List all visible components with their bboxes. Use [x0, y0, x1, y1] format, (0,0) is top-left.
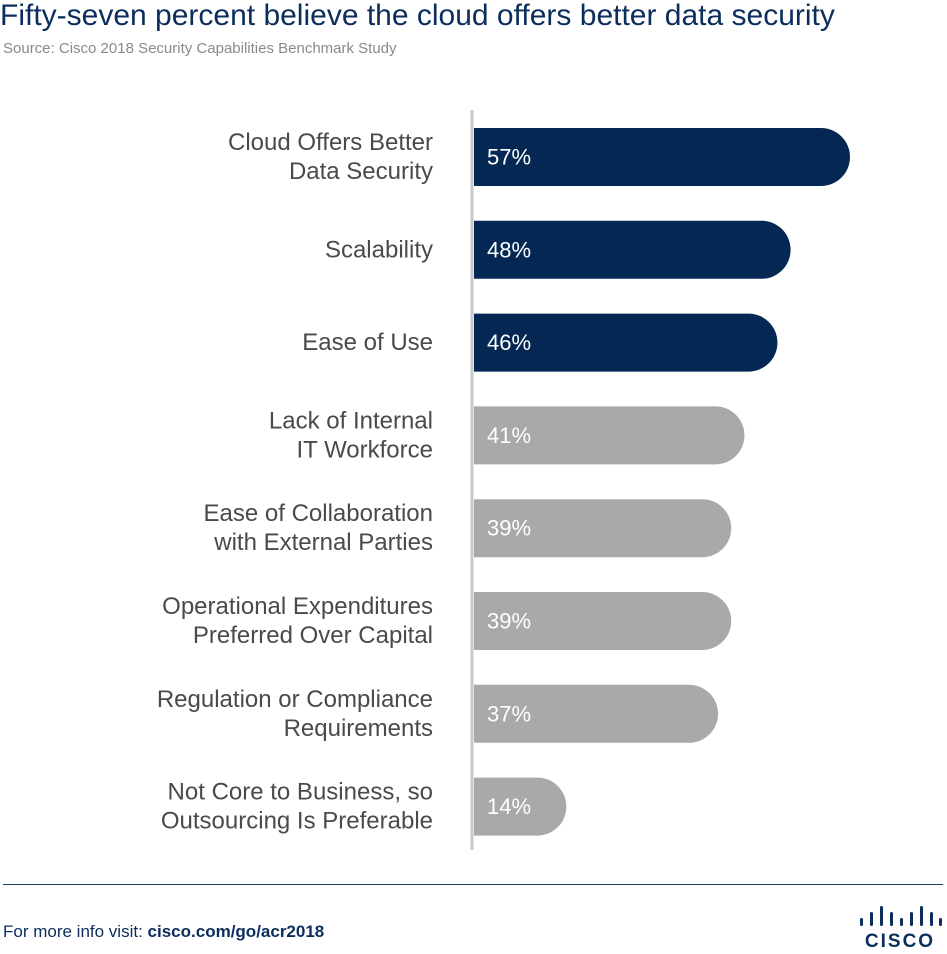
value-label-7: 14%: [487, 794, 531, 819]
category-label-1-line-0: Scalability: [325, 236, 433, 263]
category-label-6-line-0: Regulation or Compliance: [157, 686, 433, 713]
footer-link[interactable]: cisco.com/go/acr2018: [147, 922, 325, 941]
cisco-wordmark: CISCO: [864, 931, 936, 952]
category-label-0-line-0: Cloud Offers Better: [228, 129, 433, 156]
bar-2: [474, 313, 778, 372]
value-label-3: 41%: [487, 423, 531, 448]
category-label-0-line-1: Data Security: [289, 158, 433, 185]
bar-5: [474, 592, 732, 650]
value-label-0: 57%: [487, 145, 531, 170]
category-label-7-line-0: Not Core to Business, so: [168, 779, 433, 806]
footer-divider: [3, 884, 943, 885]
cisco-logo: CISCO: [858, 906, 942, 952]
category-label-5-line-1: Preferred Over Capital: [193, 622, 433, 649]
category-label-4-line-0: Ease of Collaboration: [204, 500, 433, 527]
footer-info: For more info visit: cisco.com/go/acr201…: [3, 922, 324, 942]
footer-prefix: For more info visit:: [3, 922, 148, 941]
value-label-1: 48%: [487, 237, 531, 262]
value-label-2: 46%: [487, 330, 531, 355]
bar-4: [474, 499, 732, 558]
bar-6: [474, 684, 719, 743]
cisco-bridge-icon: [860, 906, 942, 926]
bar-0: [474, 128, 850, 186]
category-label-5-line-0: Operational Expenditures: [162, 593, 433, 620]
chart-title: Fifty-seven percent believe the cloud of…: [0, 0, 835, 32]
category-label-3-line-1: IT Workforce: [297, 436, 433, 463]
category-label-7-line-1: Outsourcing Is Preferable: [161, 808, 433, 835]
chart-subtitle: Source: Cisco 2018 Security Capabilities…: [3, 40, 397, 57]
value-label-4: 39%: [487, 516, 531, 541]
bar-7: [474, 777, 567, 836]
value-label-6: 37%: [487, 701, 531, 726]
bar-3: [474, 406, 745, 465]
value-label-5: 39%: [487, 609, 531, 634]
category-label-3-line-0: Lack of Internal: [269, 407, 433, 434]
category-label-2-line-0: Ease of Use: [302, 329, 433, 356]
category-label-4-line-1: with External Parties: [213, 529, 433, 556]
category-label-6-line-1: Requirements: [284, 715, 433, 742]
bar-1: [474, 220, 791, 279]
